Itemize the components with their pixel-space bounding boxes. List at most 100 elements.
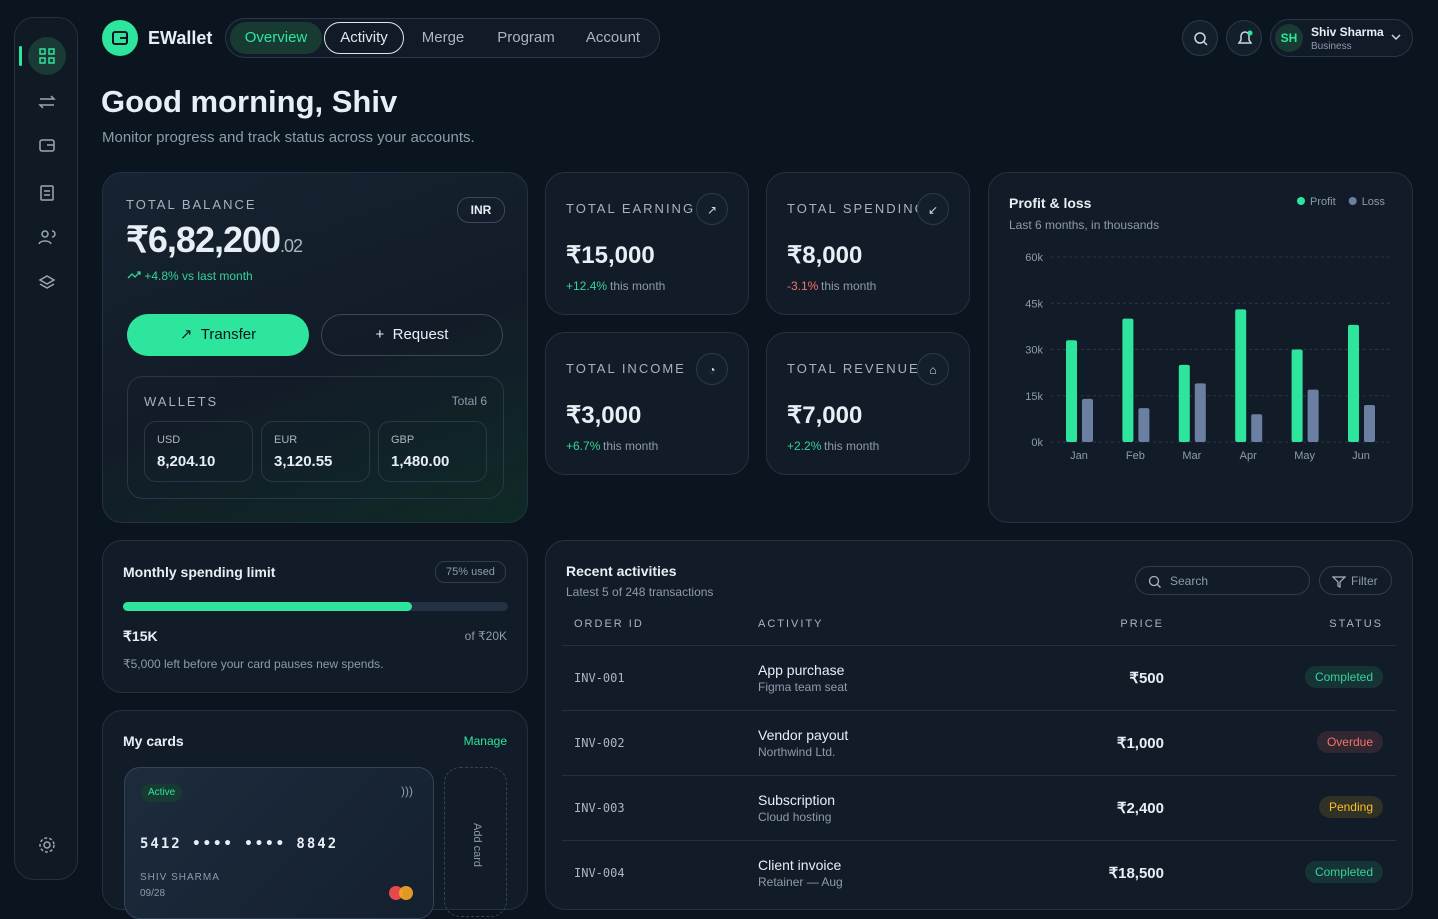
search-input[interactable]: Search [1135,566,1310,595]
request-label: Request [392,326,449,343]
wallets-panel: WALLETS Total 6 USD 8,204.10 EUR 3,120.55 GB… [127,376,504,499]
price: ₹18,500 [1108,865,1164,882]
stat-period: this month [824,439,880,453]
card-expiry: 09/28 [140,888,166,899]
spending-title: Monthly spending limit [123,564,276,580]
nav-item[interactable]: Activity [324,22,404,54]
profit-loss-card: Profit & loss Last 6 months, in thousand… [988,172,1413,523]
my-cards-card: My cards Manage Active ))) 5412 •••• •••… [102,710,528,919]
limit-amount: of ₹20K [464,629,507,643]
wallet-tile[interactable]: EUR 3,120.55 [261,421,370,482]
wallet-code: USD [157,434,181,446]
user-menu[interactable]: SH Shiv Sharma Business [1270,19,1413,57]
nav-item[interactable]: Account [585,29,641,46]
cards-title: My cards [123,733,184,749]
search-placeholder: Search [1170,574,1209,588]
spending-note: ₹5,000 left before your card pauses new … [123,657,384,671]
stat-label: TOTAL SPENDING [787,201,927,216]
wallet-code: EUR [274,434,298,446]
activities-card: Recent activities Latest 5 of 248 transa… [545,540,1413,910]
y-tick-label: 15k [1025,391,1043,403]
status-badge: Completed [1304,861,1383,883]
wallets-label: WALLETS [144,394,219,409]
avatar: SH [1275,24,1303,52]
column-header: ORDER ID [574,618,644,630]
search-button[interactable] [1182,20,1218,56]
nav-item[interactable]: Overview [230,22,322,54]
wallet-tile[interactable]: GBP 1,480.00 [378,421,487,482]
chart: 0k 15k 30k 45k 60k Jan Feb Mar Apr May Jun Profit Lo… [1025,196,1393,462]
order-id: INV-003 [574,801,625,815]
stat-icon[interactable]: ↙ [917,193,949,225]
price: ₹1,000 [1116,735,1164,752]
logo[interactable] [102,20,138,56]
filter-button[interactable]: Filter [1319,566,1392,595]
card-brand [399,886,413,900]
column-header: PRICE [1120,618,1164,630]
bar [1291,349,1303,442]
card-status: Active [141,784,183,802]
x-tick-label: May [1294,450,1315,462]
status-badge: Pending [1318,796,1383,818]
bar [1082,398,1093,442]
stat-icon[interactable]: ◔ [696,353,728,385]
progress-fill [123,602,412,611]
wallet-tile[interactable]: USD 8,204.10 [144,421,253,482]
activity-detail: Retainer — Aug [758,875,843,889]
nav-item[interactable]: Merge [421,29,465,46]
x-tick-label: Feb [1126,450,1145,462]
legend-swatch [1348,197,1357,205]
activities-subtitle: Latest 5 of 248 transactions [566,585,714,599]
balance-integer: ₹6,82,200 [126,219,281,260]
wallet-amount: 8,204.10 [157,453,216,470]
stat-icon[interactable]: ⌂ [917,353,949,385]
activity-detail: Northwind Ltd. [758,745,836,759]
contactless-icon: ))) [401,784,413,798]
row-divider [562,840,1396,841]
balance-card: TOTAL BALANCE INR ₹6,82,200.02 +4.8% vs … [102,172,528,523]
spent-amount: ₹15K [123,628,158,644]
payment-card[interactable]: Active ))) 5412 •••• •••• 8842 SHIV SHAR… [124,767,434,919]
balance-change-text: +4.8% vs last month [144,269,253,283]
notifications-button[interactable] [1226,20,1262,56]
stat-period: this month [603,439,659,453]
card-holder: SHIV SHARMA [140,872,220,883]
stat-icon[interactable]: ↗ [696,193,728,225]
bar [1066,340,1077,442]
wallet-amount: 3,120.55 [274,453,333,470]
order-id: INV-002 [574,736,625,750]
chart-subtitle: Last 6 months, in thousands [1009,218,1160,232]
legend-label: Loss [1362,196,1386,208]
settings-icon[interactable] [37,835,57,855]
add-card-label: Add card [471,823,483,868]
request-button[interactable]: + Request [321,314,503,356]
transfer-button[interactable]: ↗ Transfer [127,314,309,356]
usage-badge: 75% used [435,561,506,583]
transfer-label: Transfer [200,326,257,343]
stat-change: +12.4% [566,279,608,293]
user-name: Shiv Sharma [1311,25,1384,39]
nav-item[interactable]: Program [497,29,555,46]
greeting-subtitle: Monitor progress and track status across… [102,129,475,146]
currency-badge[interactable]: INR [457,197,505,223]
activities-title: Recent activities [566,563,677,579]
sidebar-icons[interactable] [27,36,67,316]
bar [1364,405,1375,442]
stat-card: TOTAL EARNING ↗ ₹15,000 +12.4% this month [545,172,749,315]
sidebar [14,17,78,880]
column-header: STATUS [1329,618,1383,630]
legend-swatch [1297,197,1305,205]
stat-change: -3.1% [787,279,819,293]
row-divider [562,775,1396,776]
bar [1194,383,1206,442]
status-badge: Completed [1304,666,1383,688]
manage-link[interactable]: Manage [463,734,507,748]
stat-period: this month [821,279,877,293]
progress-track [123,602,508,611]
stat-card: TOTAL SPENDING ↙ ₹8,000 -3.1% this month [766,172,970,315]
activity-name: App purchase [758,662,845,678]
wallet-amount: 1,480.00 [391,453,450,470]
stat-value: ₹15,000 [566,242,655,269]
stat-value: ₹3,000 [566,402,642,429]
legend-label: Profit [1310,196,1336,208]
